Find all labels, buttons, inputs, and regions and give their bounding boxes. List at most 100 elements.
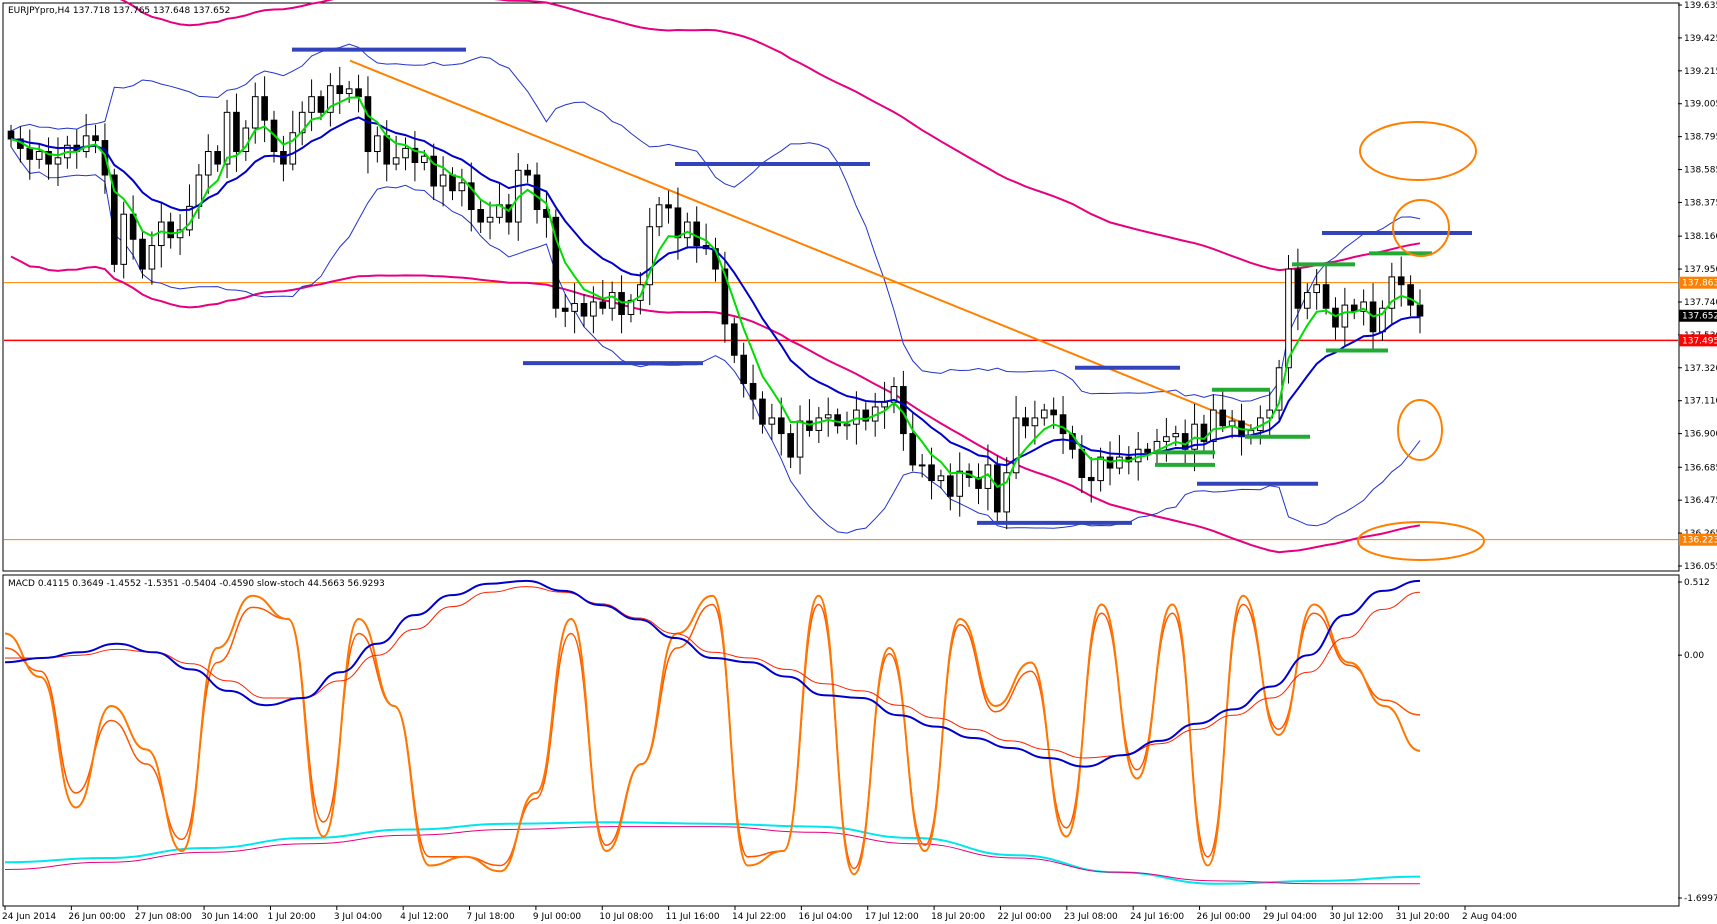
candle [693, 221, 701, 247]
x-tick-label: 30 Jun 14:00 [201, 912, 258, 922]
y-tick-label: 136.900 [1684, 430, 1717, 440]
candle [787, 433, 794, 458]
candle [280, 151, 287, 165]
candle [1163, 436, 1170, 442]
candle [317, 96, 325, 113]
candle [909, 433, 917, 466]
candle [1116, 456, 1123, 469]
candle [796, 420, 804, 458]
x-tick-label: 11 Jul 16:00 [666, 912, 720, 922]
y-tick-label: 138.375 [1684, 198, 1717, 208]
candle [111, 174, 118, 265]
candle [1210, 409, 1217, 442]
y-tick-label: 137.950 [1684, 265, 1717, 275]
candle [580, 303, 588, 317]
indicator-header: MACD 0.4115 0.3649 -1.4552 -1.5351 -0.54… [8, 579, 385, 589]
candle [1087, 476, 1095, 482]
candle [458, 182, 466, 192]
candle [420, 155, 428, 163]
downtrend-line [349, 59, 1251, 427]
x-tick-label: 22 Jul 00:00 [997, 912, 1051, 922]
candle [993, 464, 1001, 513]
candle [1040, 409, 1048, 419]
x-tick-label: 23 Jul 08:00 [1064, 912, 1118, 922]
candle [54, 157, 62, 165]
y-tick-label: 137.320 [1684, 364, 1717, 374]
y-tick-label: 139.425 [1684, 34, 1717, 44]
candle [364, 96, 372, 153]
candle [759, 398, 766, 425]
candle [298, 111, 306, 134]
price-tag-label: 137.495 [1682, 336, 1717, 346]
candle [261, 96, 268, 121]
candle [1303, 292, 1311, 309]
candle [336, 85, 344, 95]
candle [26, 147, 34, 160]
y-tick-label: 137.740 [1684, 298, 1717, 308]
x-tick-label: 9 Jul 00:00 [533, 912, 582, 922]
candle [1322, 284, 1330, 309]
candle [1097, 456, 1104, 482]
indicator-y-tick-label: -1.6997 [1684, 894, 1717, 904]
x-tick-label: 27 Jun 08:00 [135, 912, 192, 922]
candle [571, 303, 578, 312]
price-tag [1679, 276, 1717, 289]
candle [1332, 307, 1339, 328]
candle [35, 151, 43, 160]
candle [430, 155, 438, 187]
x-tick-label: 7 Jul 18:00 [467, 912, 516, 922]
y-tick-label: 138.795 [1684, 133, 1717, 143]
y-tick-label: 139.005 [1684, 100, 1717, 110]
candle [590, 301, 597, 317]
candle [289, 132, 297, 165]
candle [947, 475, 954, 497]
candle [1031, 417, 1039, 427]
candle [1285, 268, 1292, 369]
ema-fast-line [10, 96, 1421, 489]
indicator-y-tick-label: 0.00 [1684, 651, 1704, 661]
candle [449, 174, 456, 192]
candle [806, 420, 813, 431]
envelope-upper-line [119, 0, 1421, 272]
bollinger-upper-line [10, 43, 1421, 402]
candle [355, 88, 362, 98]
highlight-ellipse [1392, 199, 1450, 257]
candle [881, 401, 888, 408]
candle [1012, 417, 1020, 474]
x-tick-label: 3 Jul 04:00 [334, 912, 383, 922]
candle [740, 354, 747, 384]
candle [655, 204, 663, 228]
candle [853, 409, 860, 425]
candle [674, 207, 682, 239]
candle [1397, 276, 1405, 286]
highlight-ellipse [1397, 399, 1443, 461]
candle [1172, 433, 1180, 438]
stoch-d-line [4, 603, 1421, 870]
candle [1407, 284, 1414, 306]
candle [918, 464, 926, 467]
candle [1078, 448, 1086, 478]
candle [1059, 414, 1067, 435]
x-tick-label: 17 Jul 12:00 [865, 912, 919, 922]
macd-main-line [4, 579, 1421, 768]
y-tick-label: 138.585 [1684, 166, 1717, 176]
price-panel-frame [2, 2, 1680, 572]
price-tag-label: 136.223 [1682, 536, 1717, 546]
x-tick-label: 18 Jul 20:00 [931, 912, 985, 922]
candle [1341, 304, 1349, 328]
candle [345, 88, 353, 95]
candle [1294, 268, 1302, 309]
x-tick-label: 10 Jul 08:00 [599, 912, 653, 922]
price-tag [1679, 334, 1717, 347]
candle [524, 169, 531, 176]
candle [937, 475, 945, 482]
y-tick-label: 139.635 [1684, 1, 1717, 11]
x-tick-label: 1 Jul 20:00 [267, 912, 316, 922]
candle [7, 130, 15, 140]
x-tick-label: 16 Jul 04:00 [798, 912, 852, 922]
candle [533, 174, 541, 210]
candle [684, 221, 691, 239]
candle [411, 147, 419, 163]
